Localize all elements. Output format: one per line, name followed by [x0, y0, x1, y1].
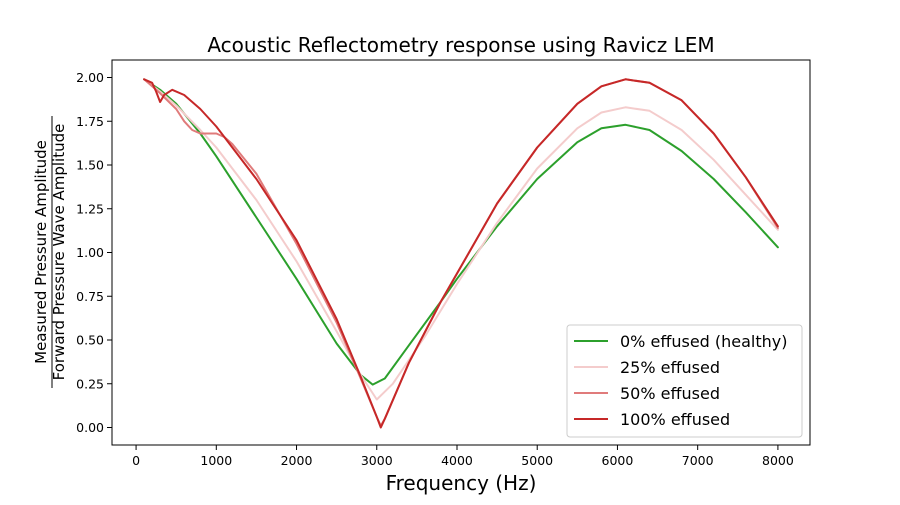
series-line-3 — [143, 78, 779, 429]
y-tick-label: 0.50 — [76, 333, 104, 348]
legend-entries: 0% effused (healthy) 25% effused 50% effus… — [574, 332, 788, 429]
y-tick-label: 1.25 — [76, 201, 104, 216]
x-tick-label: 6000 — [602, 453, 634, 468]
legend-label-2: 50% effused — [620, 384, 720, 403]
legend-label-1: 25% effused — [620, 358, 720, 377]
series-line-1 — [143, 78, 779, 401]
x-tick-label: 7000 — [682, 453, 714, 468]
y-tick-label: 1.50 — [76, 158, 104, 173]
x-tick-label: 5000 — [521, 453, 553, 468]
y-tick-label: 0.75 — [76, 289, 104, 304]
chart-title: Acoustic Reflectometry response using Ra… — [207, 33, 714, 57]
x-tick-label: 1000 — [200, 453, 232, 468]
y-axis-ticks: 0.00 0.25 0.50 0.75 1.00 1.25 1.50 1.75 2.00 — [76, 70, 112, 435]
series-line-0 — [143, 78, 779, 386]
y-axis-label: Measured Pressure Amplitude Forward Pres… — [32, 116, 68, 388]
x-tick-label: 8000 — [762, 453, 794, 468]
series-layer — [143, 78, 779, 429]
x-tick-label: 4000 — [441, 453, 473, 468]
legend: 0% effused (healthy) 25% effused 50% effus… — [566, 324, 803, 438]
legend-label-3: 100% effused — [620, 410, 730, 429]
x-axis-ticks: 0 1000 2000 3000 4000 5000 6000 7000 8000 — [132, 445, 794, 468]
y-tick-label: 1.75 — [76, 114, 104, 129]
x-tick-label: 2000 — [281, 453, 313, 468]
y-axis-label-denominator: Forward Pressure Wave Amplitude — [50, 124, 68, 381]
legend-label-0: 0% effused (healthy) — [620, 332, 788, 351]
y-tick-label: 1.00 — [76, 245, 104, 260]
y-tick-label: 2.00 — [76, 70, 104, 85]
y-tick-label: 0.25 — [76, 376, 104, 391]
legend-box — [566, 324, 803, 438]
y-axis-label-numerator: Measured Pressure Amplitude — [32, 140, 50, 364]
x-tick-label: 0 — [132, 453, 140, 468]
x-axis-label: Frequency (Hz) — [386, 471, 537, 495]
x-tick-label: 3000 — [361, 453, 393, 468]
y-tick-label: 0.00 — [76, 420, 104, 435]
